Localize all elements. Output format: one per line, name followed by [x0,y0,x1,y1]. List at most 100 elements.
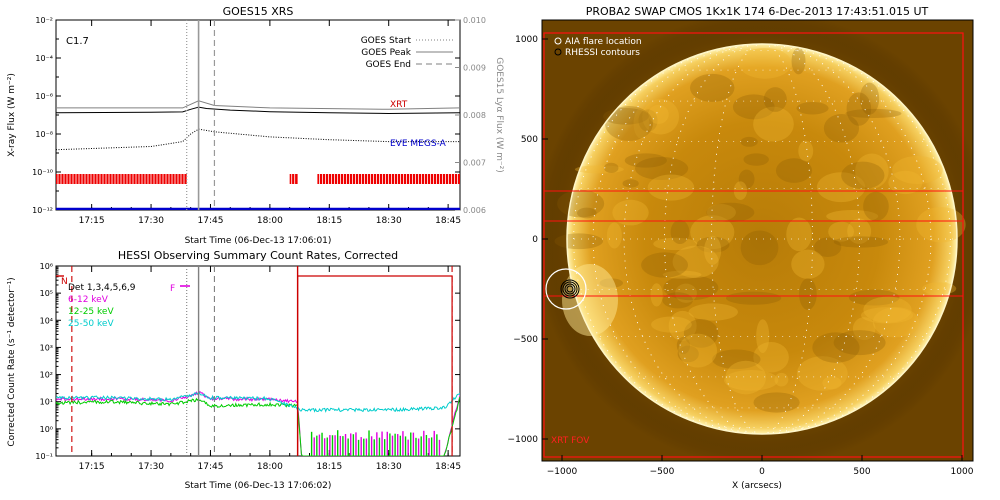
y-tick-label: 10⁵ [40,289,53,298]
solar-feature [675,283,697,303]
goes-plot-area [56,20,460,210]
solar-feature [650,283,663,307]
hessi-legend-label: 25-50 keV [68,319,114,329]
solar-feature [814,237,842,258]
solar-feature [861,307,914,324]
aia-legend-symbol [554,37,562,45]
solar-feature [690,73,735,102]
solar-feature [796,101,829,115]
solar-feature [641,252,688,278]
solar-feature [662,270,702,279]
solar-feature [677,345,699,363]
solar-feature [622,179,639,188]
y2-tick-label: 0.008 [463,111,486,120]
solar-feature [756,319,770,354]
solar-feature [557,189,605,218]
longitude-line [664,43,860,435]
flare-markers [545,268,587,310]
solar-feature [603,162,619,173]
hessi-flag-n: N [61,277,68,287]
rhessi-contour [560,279,580,299]
solar-feature [743,153,769,166]
xrt-fov-label: XRT FOV [551,436,590,446]
solar-feature [916,206,966,243]
y-tick-label: 10⁻⁶ [35,92,53,101]
solar-feature [633,107,650,139]
xrt-fov-outer [543,32,964,458]
y-tick-label: 10¹ [40,398,53,407]
x-tick-label: 17:30 [138,462,164,472]
solar-feature [724,369,779,391]
swap-frame [541,19,974,462]
solar-feature [823,113,860,143]
y-tick-label: 10² [40,371,53,380]
hessi-y-axis: 10⁻¹ 10⁰ 10¹ 10² 10³ 10⁴ 10⁵ 10⁶ [35,262,460,461]
solar-feature [753,106,794,142]
rhessi-legend-label: RHESSI contours [565,48,640,58]
hessi-legend: Det 1,3,4,5,6,9 6-12 keV 12-25 keV 25-50 ke… [68,283,136,329]
goes-ylabel: X-ray Flux (W m⁻²) [7,73,17,157]
solar-feature [786,217,812,252]
x-tick-label: 17:30 [138,216,164,226]
swap-title: PROBA2 SWAP CMOS 1Kx1K 174 6-Dec-2013 17… [586,5,929,18]
rhessi-contour [562,281,578,297]
solar-feature [753,392,800,413]
solar-feature [683,318,719,348]
goes-xrs-chart: GOES15 XRS 10⁻¹² 10⁻¹⁰ 10⁻⁸ 10⁻⁶ 10⁻⁴ 10⁻² 0.… [7,5,504,246]
solar-feature [663,275,719,301]
goes-class-label: C1.7 [66,36,89,47]
swap-y-tick-label: 1000 [515,35,538,45]
solar-feature [796,356,848,391]
y-tick-label: 10⁻² [35,16,53,25]
y-tick-label: 10⁻¹² [32,206,53,215]
goes-xrt-label: XRT [390,100,408,110]
goes-series-line [56,106,460,115]
y-tick-label: 10³ [40,343,53,352]
hessi-flag-f: F [170,284,175,294]
swap-y-tick-label: −1000 [508,435,539,445]
solar-feature [706,202,755,223]
swap-x-tick-label: −1000 [547,467,578,477]
x-tick-label: 17:45 [198,462,224,472]
goes-y2-axis: 0.006 0.007 0.008 0.009 0.010 [455,16,486,215]
y-tick-label: 10⁻⁴ [35,54,53,63]
solar-feature [833,236,889,248]
solar-feature [678,333,718,368]
solar-feature [642,98,680,135]
solar-feature [799,278,817,310]
solar-feature [822,376,842,390]
y2-tick-label: 0.006 [463,206,486,215]
swap-solar-image-panel: PROBA2 SWAP CMOS 1Kx1K 174 6-Dec-2013 17… [508,5,974,491]
solar-feature [845,108,902,119]
solar-feature [651,316,692,333]
hessi-xlabel: Start Time (06-Dec-13 17:06:02) [185,481,332,491]
solar-feature [738,47,792,79]
aia-legend-label: AIA flare location [565,37,642,47]
solar-feature [753,341,789,373]
swap-y-tick-label: −500 [513,335,538,345]
x-tick-label: 18:15 [316,462,342,472]
solar-feature [863,191,889,221]
solar-feature [846,92,872,126]
hessi-plot-frame [55,265,461,457]
solar-feature [774,372,789,387]
y-tick-label: 10⁻¹ [35,452,53,461]
solar-feature [833,330,886,356]
solar-feature [662,292,693,309]
solar-feature [921,282,957,295]
solar-feature [738,169,755,189]
lat-lon-grid [567,43,957,435]
solar-feature [688,303,738,321]
solar-feature [791,47,806,75]
swap-y-tick-label: 0 [532,235,538,245]
goes-xlabel: Start Time (06-Dec-13 17:06:01) [185,236,332,246]
solar-feature [855,153,889,189]
solar-feature [690,215,735,250]
swap-legend: AIA flare location RHESSI contours [554,37,642,58]
x-tick-label: 17:15 [79,216,105,226]
solar-feature [647,174,695,201]
x-tick-label: 18:30 [376,216,402,226]
solar-feature [574,165,624,174]
solar-limb [566,43,958,435]
hessi-series-line [56,392,460,413]
